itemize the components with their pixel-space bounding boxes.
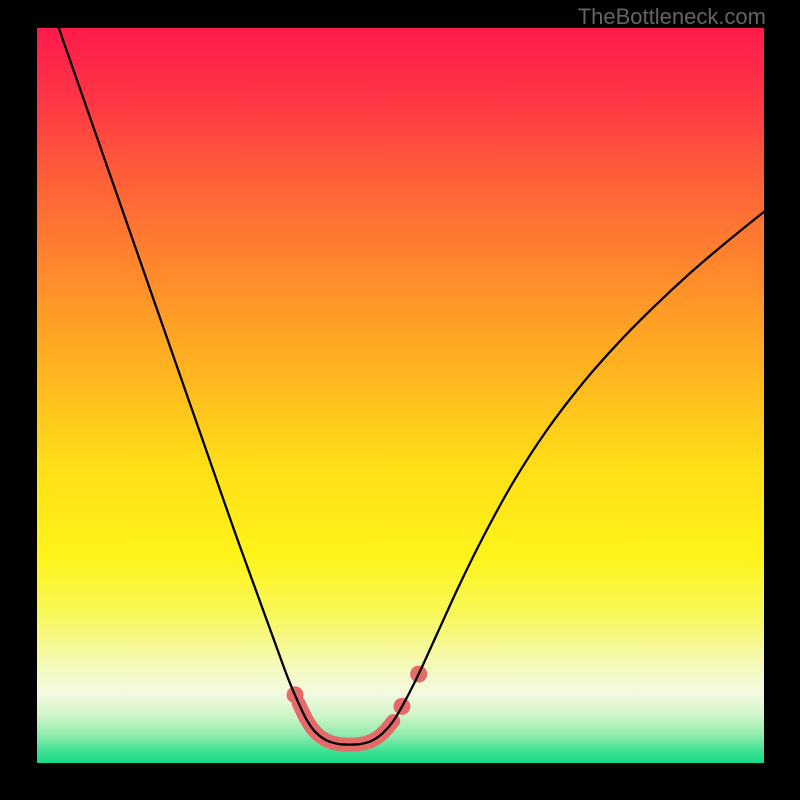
watermark-text: TheBottleneck.com: [578, 4, 766, 30]
gradient-background: [37, 28, 764, 763]
plot-svg: [37, 28, 764, 763]
chart-root: TheBottleneck.com: [0, 0, 800, 800]
plot-area: [37, 28, 764, 763]
